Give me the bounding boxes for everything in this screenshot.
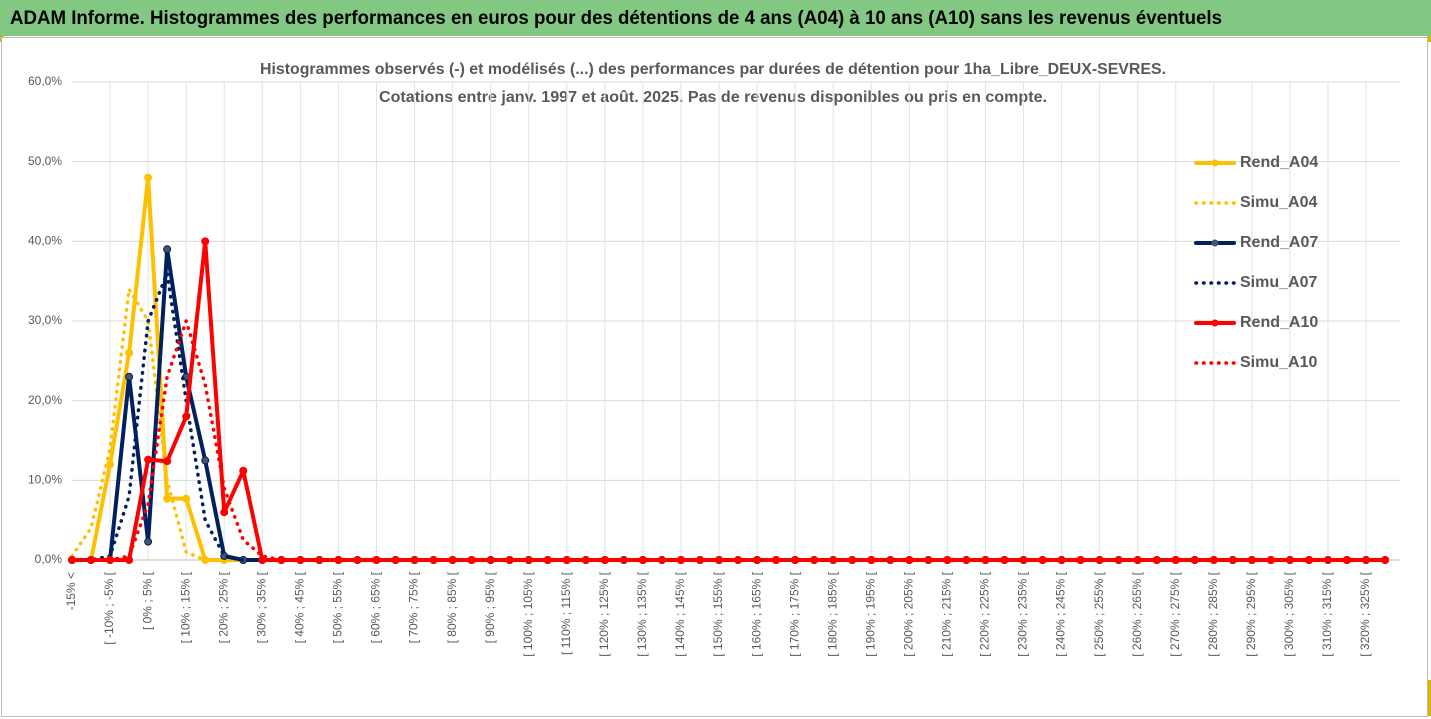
x-tick-label: [ 270% ; 275% [ [1168,571,1182,656]
marker [163,494,172,503]
marker [106,460,115,469]
y-tick-label: 50,0% [28,154,62,168]
marker [182,494,191,503]
x-tick-label: [ 160% ; 165% [ [749,571,763,656]
corner [1427,36,1431,42]
x-tick-label: [ 10% ; 15% [ [178,571,192,643]
x-tick-label: [ 30% ; 35% [ [254,571,268,643]
header-title: ADAM Informe. Histogrammes des performan… [10,8,1222,29]
marker [163,245,172,254]
x-tick-label: [ 230% ; 235% [ [1016,571,1030,656]
marker [144,455,153,464]
y-tick-label: 60,0% [28,74,62,88]
x-tick-label: [ 110% ; 115% [ [559,571,573,655]
legend-marker [1211,239,1219,247]
marker [182,412,191,421]
x-tick-label: [ 200% ; 205% [ [901,571,915,656]
x-tick-label: [ 180% ; 185% [ [825,571,839,656]
legend-label: Rend_A10 [1240,314,1318,331]
legend-label: Simu_A07 [1240,274,1317,291]
y-tick-label: 40,0% [28,234,62,248]
header-bar [0,0,1431,36]
marker [125,372,134,381]
marker [258,556,267,564]
x-tick-label: [ 90% ; 95% [ [483,571,497,643]
x-tick-label: [ 140% ; 145% [ [673,571,687,656]
x-tick-label: [ 70% ; 75% [ [407,571,421,643]
legend-label: Simu_A10 [1240,354,1317,371]
marker [220,508,229,517]
chart-frame [1,37,1428,717]
x-tick-label: [ 170% ; 175% [ [787,571,801,656]
x-tick-label: [ 310% ; 315% [ [1320,571,1334,656]
marker [201,456,210,465]
legend-label: Simu_A04 [1240,194,1317,211]
y-tick-label: 10,0% [28,473,62,487]
x-tick-label: [ 290% ; 295% [ [1244,571,1258,656]
x-tick-label: [ 220% ; 225% [ [978,571,992,656]
x-tick-label: [ 40% ; 45% [ [293,571,307,643]
legend-marker [1211,159,1219,167]
x-tick-label: [ 60% ; 65% [ [369,571,383,643]
x-tick-label: [ 240% ; 245% [ [1054,571,1068,656]
legend-label: Rend_A04 [1240,154,1318,171]
x-tick-label: [ 260% ; 265% [ [1130,571,1144,656]
x-tick-label: [ 250% ; 255% [ [1092,571,1106,656]
marker [144,537,153,546]
chart-title: Histogrammes observés (-) et modélisés (… [260,61,1166,78]
y-tick-label: 0,0% [35,552,63,566]
marker [239,466,248,475]
chart-subtitle: Cotations entre janv. 1997 et août. 2025… [379,89,1047,106]
x-tick-label: [ 130% ; 135% [ [635,571,649,656]
legend: Rend_A04 Simu_A04 Rend_A07 Simu_A07 Rend_A10… [1194,154,1318,371]
x-tick-label: -15% < [64,572,78,610]
x-tick-label: [ 190% ; 195% [ [863,571,877,656]
x-tick-label: [ 80% ; 85% [ [445,571,459,643]
marker [125,348,134,357]
x-tick-label: [ 0% ; 5% [ [140,571,154,630]
legend-marker [1211,319,1219,327]
x-tick-label: [ 320% ; 325% [ [1358,571,1372,656]
marker [125,556,134,564]
x-tick-label: [ -10% ; -5% [ [102,571,116,644]
marker [163,457,172,466]
corner [1427,680,1431,716]
x-tick-label: [ 50% ; 55% [ [331,571,345,643]
x-tick-label: [ 20% ; 25% [ [216,571,230,643]
x-tick-label: [ 300% ; 305% [ [1282,571,1296,656]
y-tick-label: 30,0% [28,313,62,327]
x-tick-label: [ 150% ; 155% [ [711,571,725,656]
y-tick-label: 20,0% [28,393,62,407]
legend-label: Rend_A07 [1240,234,1318,251]
x-tick-label: [ 280% ; 285% [ [1206,571,1220,656]
series-line [70,319,1387,562]
plot [68,173,1390,564]
marker [201,237,210,246]
x-tick-label: [ 120% ; 125% [ [597,571,611,656]
x-tick-label: [ 100% ; 105% [ [521,571,535,656]
x-tick-label: [ 210% ; 215% [ [940,571,954,656]
marker [144,173,153,182]
